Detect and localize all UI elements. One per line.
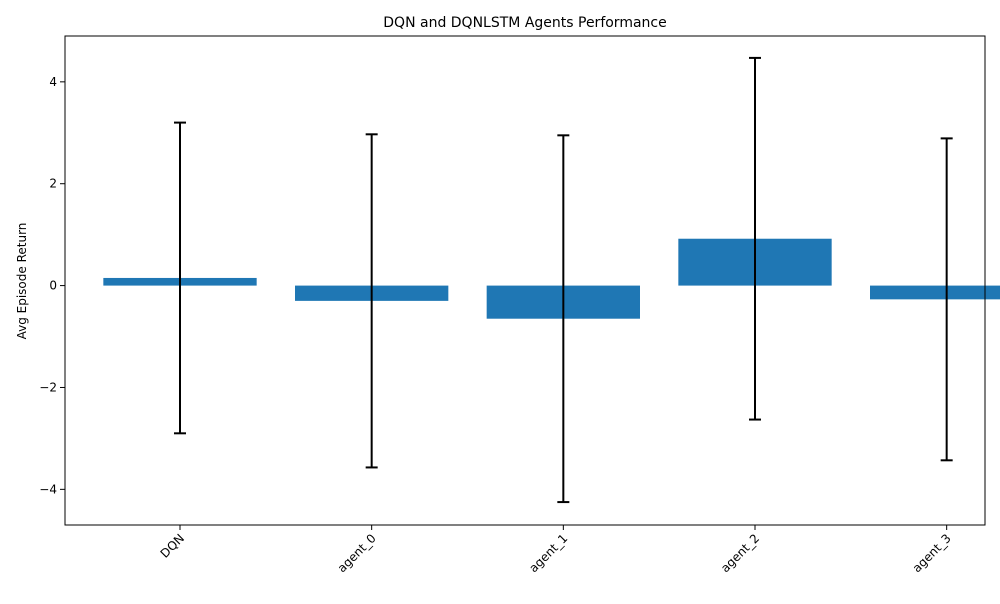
y-axis: 4 2 0 −2 −4 [39, 75, 65, 496]
x-tick-label: agent_3 [910, 531, 954, 575]
plot-frame [64, 35, 986, 526]
y-tick-label: 2 [49, 177, 57, 191]
x-axis: DQN agent_0 agent_1 agent_2 agent_3 [158, 525, 954, 575]
x-tick-label: agent_2 [718, 531, 762, 575]
error-bars-group [174, 56, 953, 504]
x-tick-label: DQN [158, 531, 187, 560]
error-bar-agent_3 [940, 137, 953, 462]
error-bar-agent_2 [749, 56, 761, 421]
bars-group [103, 238, 1000, 319]
error-bar-DQN [174, 121, 186, 435]
y-tick-label: −4 [39, 482, 57, 496]
y-tick-label: −2 [39, 380, 57, 394]
y-axis-label: Avg Episode Return [15, 223, 29, 340]
y-tick-label: 4 [49, 75, 57, 89]
y-tick-label: 0 [49, 279, 57, 293]
error-bar-agent_0 [365, 133, 378, 469]
chart-title: DQN and DQNLSTM Agents Performance [383, 15, 666, 31]
x-tick-label: agent_1 [526, 531, 570, 575]
error-bar-agent_1 [557, 134, 570, 504]
x-tick-label: agent_0 [335, 531, 379, 575]
bar-agent_3 [870, 285, 1000, 300]
